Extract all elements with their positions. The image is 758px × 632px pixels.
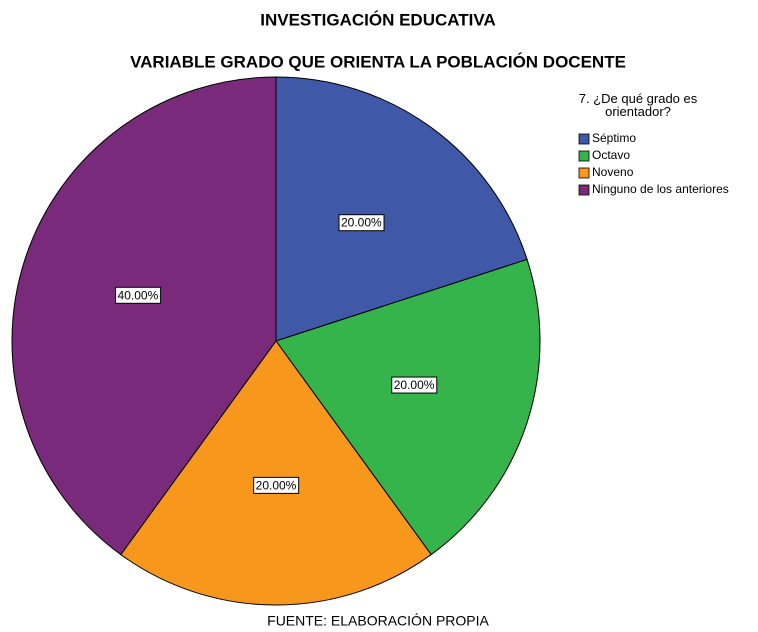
legend-label: Noveno	[592, 165, 634, 179]
data-label-box	[391, 376, 438, 394]
legend-swatch	[578, 133, 590, 145]
data-label: 20.00%	[394, 378, 435, 392]
legend-swatch	[578, 167, 590, 179]
data-label-box	[115, 286, 162, 304]
data-label-box	[338, 214, 385, 232]
legend-swatch	[578, 150, 590, 162]
data-label: 20.00%	[256, 478, 297, 492]
data-label: 20.00%	[341, 216, 382, 230]
pie-slice	[120, 340, 432, 606]
legend-title: 7. ¿De qué grado es orientador?	[578, 91, 698, 119]
source: FUENTE: ELABORACIÓN PROPIA	[267, 613, 489, 629]
legend-label: Ninguno de los anteriores	[592, 182, 729, 196]
pie-slice	[275, 76, 528, 342]
legend-label: Séptimo	[592, 131, 636, 145]
chart-subtitle: VARIABLE GRADO QUE ORIENTA LA POBLACIÓN …	[130, 52, 626, 71]
data-label-box	[253, 476, 300, 494]
legend-label: Octavo	[592, 148, 630, 162]
legend-swatch	[578, 184, 590, 196]
pie-slice	[275, 258, 541, 556]
data-label: 40.00%	[118, 288, 159, 302]
pie-slice	[11, 76, 277, 556]
chart-title: INVESTIGACIÓN EDUCATIVA	[260, 10, 496, 29]
